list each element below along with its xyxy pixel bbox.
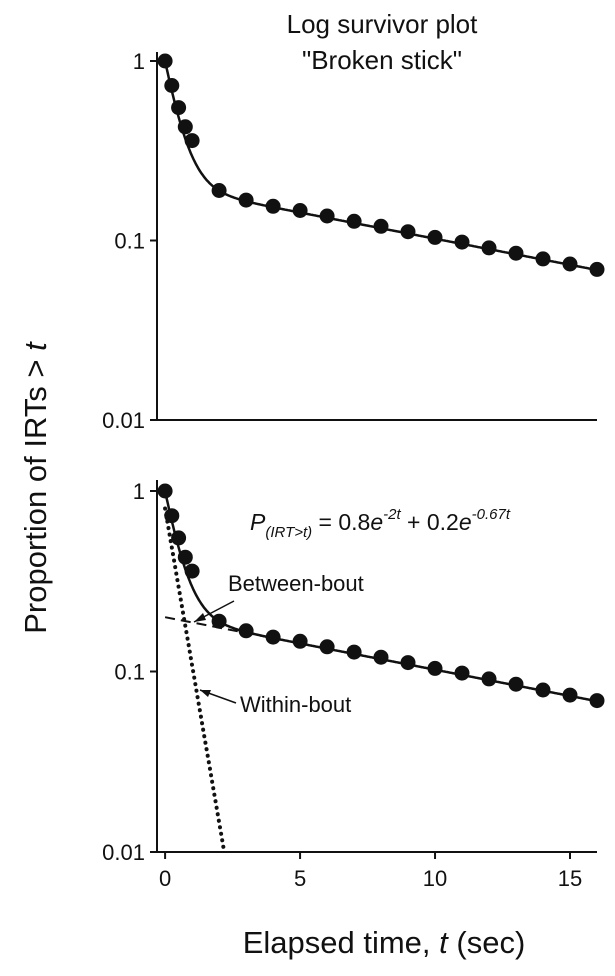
data-point: [400, 655, 416, 671]
data-point: [265, 198, 281, 214]
data-point: [171, 530, 187, 546]
data-point: [184, 133, 200, 149]
between-bout-label: Between-bout: [228, 571, 364, 596]
top-panel: 1 0.1 0.01: [102, 49, 605, 433]
data-point: [562, 687, 578, 703]
fit-equation: P(IRT>t) = 0.8e-2t + 0.2e-0.67t: [250, 506, 511, 541]
data-point: [508, 245, 524, 261]
x-tick-label: 10: [423, 866, 447, 891]
y-tick-label: 0.01: [102, 408, 145, 433]
x-tick-label: 0: [159, 866, 171, 891]
y-tick-label: 0.1: [114, 660, 145, 685]
data-point: [319, 639, 335, 655]
top-fit-curve: [163, 60, 598, 272]
data-point: [346, 644, 362, 660]
data-point: [400, 224, 416, 240]
data-point: [164, 508, 180, 524]
data-point: [373, 218, 389, 234]
data-point: [319, 208, 335, 224]
y-tick-label: 0.01: [102, 840, 145, 865]
data-point: [535, 251, 551, 267]
y-tick-label: 1: [133, 479, 145, 504]
within-bout-label: Within-bout: [240, 692, 351, 717]
between-bout-line: [164, 616, 598, 703]
data-point: [292, 203, 308, 218]
data-point: [562, 256, 578, 272]
within-bout-line: [163, 506, 227, 854]
x-tick-label: 15: [558, 866, 582, 891]
data-point: [508, 676, 524, 692]
data-point: [427, 229, 443, 245]
data-point: [171, 100, 187, 116]
data-point: [589, 261, 605, 277]
data-point: [157, 483, 173, 499]
data-point: [184, 563, 200, 579]
data-point: [427, 660, 443, 676]
chart-title-line-1: Log survivor plot: [287, 9, 479, 39]
data-point: [454, 234, 470, 250]
data-point: [373, 649, 389, 665]
y-tick-label: 1: [133, 49, 145, 74]
data-point: [535, 682, 551, 698]
data-point: [238, 192, 254, 208]
y-axis-label: Proportion of IRTs > t: [18, 341, 53, 634]
data-point: [292, 633, 308, 649]
y-tick-label: 0.1: [114, 229, 145, 254]
data-point: [164, 78, 180, 93]
chart-title-line-2: "Broken stick": [302, 45, 462, 75]
data-point: [157, 53, 173, 69]
data-point: [265, 629, 281, 645]
x-axis-label: Elapsed time, t (sec): [243, 925, 526, 960]
bottom-panel: 1 0.1 0.01 0 5 10 15 P(IRT>t) = 0.8e-2t + 0.2…: [102, 479, 605, 891]
data-point: [211, 613, 227, 629]
x-tick-label: 5: [294, 866, 306, 891]
within-bout-arrowhead: [200, 690, 211, 697]
between-bout-arrowhead: [194, 613, 206, 622]
data-point: [238, 623, 254, 639]
data-point: [589, 693, 605, 709]
data-point: [177, 119, 193, 135]
data-point: [211, 183, 227, 198]
data-point: [177, 549, 193, 565]
data-point: [346, 213, 362, 229]
data-point: [481, 671, 497, 687]
data-point: [454, 665, 470, 681]
data-point: [481, 240, 497, 256]
